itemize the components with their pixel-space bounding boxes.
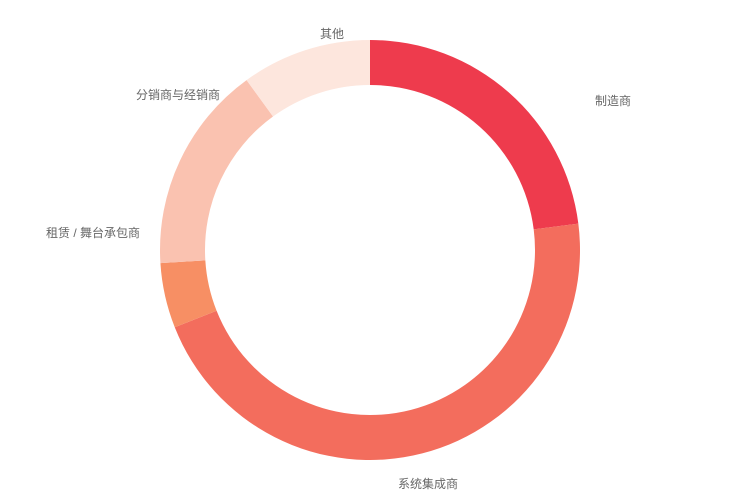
slice-label: 其他 — [320, 28, 344, 40]
slice-label: 租赁 / 舞台承包商 — [46, 227, 140, 239]
slice-label: 分销商与经销商 — [136, 89, 220, 101]
slice-label: 制造商 — [595, 95, 631, 107]
donut-slice — [175, 224, 580, 460]
donut-svg — [0, 0, 740, 502]
donut-chart: 制造商系统集成商 租赁 / 舞台承包商 分销商与经销商 其他 — [0, 0, 740, 502]
slice-label: 系统集成商 — [398, 478, 458, 490]
donut-slice — [370, 40, 578, 229]
donut-slice — [247, 40, 370, 117]
donut-slice — [160, 80, 273, 263]
